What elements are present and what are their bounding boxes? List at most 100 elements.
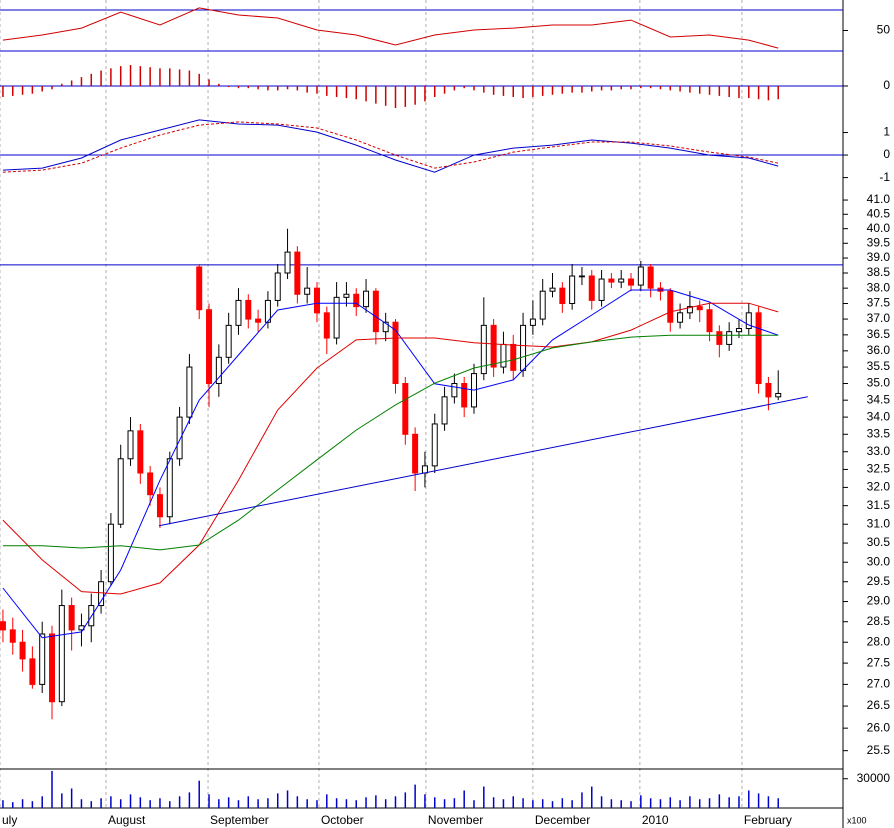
candle-body — [441, 396, 448, 425]
candle-body — [255, 318, 262, 323]
y-tick-label: 31.5 — [867, 498, 891, 512]
bar — [237, 85, 240, 89]
bar — [669, 85, 672, 91]
candle-body — [294, 251, 301, 295]
bar — [384, 799, 387, 808]
candle-body — [147, 472, 154, 496]
bar — [286, 790, 289, 808]
bar — [512, 85, 515, 97]
bar — [90, 73, 93, 86]
y-tick-label: 41.0 — [867, 192, 891, 206]
candle-body — [667, 290, 674, 323]
y-tick-label: 27.5 — [867, 655, 891, 669]
candle-body — [68, 605, 75, 631]
bar — [2, 85, 4, 97]
candle-body — [343, 293, 350, 298]
bar — [188, 70, 191, 86]
y-tick-label: -1 — [879, 170, 890, 184]
bar — [708, 85, 711, 95]
candle-body — [588, 275, 595, 301]
bar — [335, 85, 338, 97]
y-tick-label: 50 — [877, 23, 891, 37]
candle-body — [696, 306, 703, 311]
candle-body — [510, 343, 517, 371]
y-tick-label: 26.5 — [867, 698, 891, 712]
bar — [404, 85, 407, 107]
bar — [581, 85, 583, 93]
y-tick-label: 36.5 — [867, 327, 891, 341]
candle-body — [137, 430, 144, 474]
candle-body — [559, 287, 566, 305]
y-tick-label: 39.5 — [867, 235, 891, 249]
bar — [767, 85, 770, 101]
bar — [698, 85, 701, 94]
candle-body — [539, 290, 546, 320]
candle-body — [431, 423, 438, 467]
bar — [149, 800, 151, 808]
bar — [689, 85, 691, 93]
bar — [630, 85, 632, 90]
candle-body — [706, 309, 713, 333]
candle-body — [353, 293, 360, 308]
y-tick-label: 31.0 — [867, 516, 891, 530]
bar — [247, 85, 250, 89]
bar — [640, 85, 642, 89]
candle-body — [49, 633, 56, 703]
candle-body — [677, 312, 684, 323]
y-tick-label: 0 — [883, 78, 890, 92]
bar — [669, 797, 672, 808]
line-series — [2, 119, 779, 173]
bar — [119, 66, 122, 86]
candle-body — [313, 287, 320, 314]
y-tick-label: 35.0 — [867, 376, 891, 390]
bar — [424, 85, 426, 102]
bar — [610, 85, 613, 91]
bar — [394, 85, 397, 109]
candle-body — [264, 299, 271, 323]
candle-body — [39, 633, 46, 685]
bar — [316, 85, 318, 94]
y-tick-label: 32.5 — [867, 462, 891, 476]
bar — [463, 85, 465, 89]
bar — [139, 66, 142, 86]
bar — [414, 85, 416, 105]
y-tick-label: 38.5 — [867, 265, 891, 279]
bar — [90, 801, 93, 808]
candle-body — [529, 318, 536, 326]
bar — [100, 798, 102, 808]
bar — [100, 70, 102, 86]
bar — [659, 85, 662, 90]
candle-body — [9, 629, 16, 643]
bar — [728, 85, 730, 97]
candle-body — [274, 272, 281, 301]
candle-body — [206, 309, 213, 385]
bar — [316, 800, 318, 808]
bar — [473, 800, 475, 808]
bar — [218, 83, 220, 86]
bar — [473, 85, 475, 91]
candle-body — [628, 278, 635, 286]
bar — [551, 85, 554, 95]
bar — [31, 801, 34, 808]
bar — [61, 83, 63, 86]
bar — [630, 801, 632, 808]
bar — [522, 85, 524, 99]
candle-body — [490, 324, 497, 368]
bar — [483, 85, 485, 93]
bar — [208, 794, 210, 808]
bar — [384, 85, 387, 106]
bar — [502, 799, 505, 808]
x-tick-label: November — [428, 813, 483, 827]
y-tick-label: 37.0 — [867, 311, 891, 325]
bar — [620, 800, 622, 808]
y-tick-label: 40.5 — [867, 206, 891, 220]
bar — [689, 796, 691, 808]
candle-body — [461, 383, 468, 408]
bar — [159, 798, 161, 808]
bar — [777, 798, 779, 808]
bar — [296, 85, 299, 91]
bar — [512, 796, 515, 808]
y-tick-label: 28.5 — [867, 614, 891, 628]
bar — [571, 85, 573, 93]
bar — [541, 85, 544, 96]
